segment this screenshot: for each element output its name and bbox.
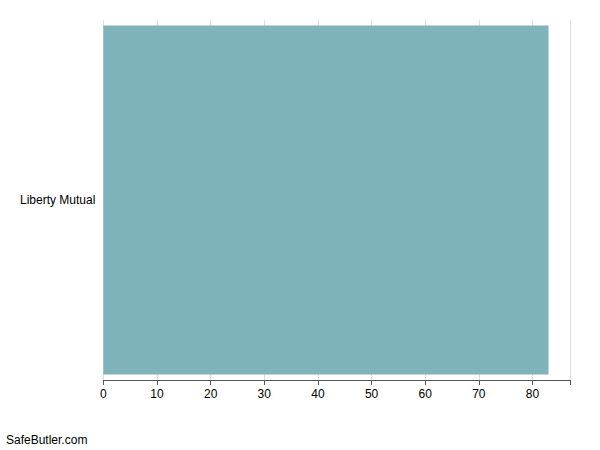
svg-text:80: 80	[526, 387, 540, 401]
svg-text:40: 40	[311, 387, 325, 401]
svg-text:30: 30	[258, 387, 272, 401]
svg-text:60: 60	[419, 387, 433, 401]
svg-text:SafeButler.com: SafeButler.com	[6, 433, 87, 447]
svg-text:70: 70	[472, 387, 486, 401]
svg-text:Liberty Mutual: Liberty Mutual	[20, 193, 95, 207]
svg-text:10: 10	[150, 387, 164, 401]
svg-text:20: 20	[204, 387, 218, 401]
svg-text:50: 50	[365, 387, 379, 401]
svg-text:0: 0	[100, 387, 107, 401]
